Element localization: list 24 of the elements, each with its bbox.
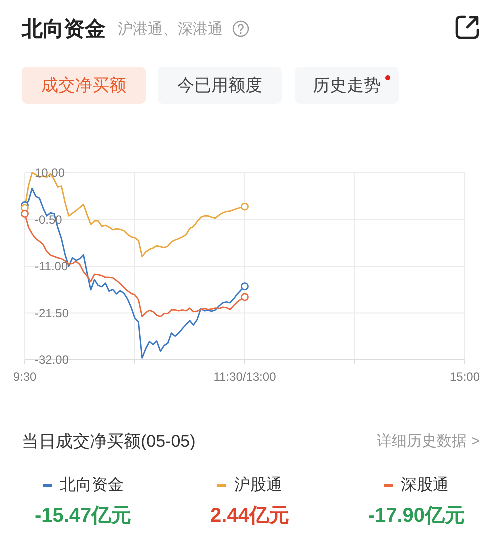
point [241,293,249,302]
legend-label: 沪股通 [234,476,282,496]
text: -15.47亿元 [34,504,132,529]
point [241,282,249,290]
text: 成交净买额 [42,75,126,97]
y-tick-label: -21.50 [35,306,70,320]
text: -17.90亿元 [368,504,466,529]
text: 今已用额度 [178,75,262,97]
y-tick-label: -11.00 [35,260,68,274]
legend-label: 深股通 [401,476,450,496]
y-tick-label: -32.00 [35,353,70,367]
text: 历史走势 [313,75,381,97]
x-tick-label: 9:30 [13,370,37,384]
legend-label: 北向资金 [60,476,124,496]
x-tick-label: 15:00 [450,370,480,384]
chart-subtitle: 沪港通、深港通 [118,20,223,38]
x-tick-label: 11:30/13:00 [214,370,277,384]
text: 2.44亿元 [210,504,290,529]
chart-title: 北向资金 [22,17,106,43]
y-tick-label: 10.00 [35,166,66,180]
text: 详细历史数据 > [377,432,480,451]
point [241,202,249,211]
text: 当日成交净买额(05-05) [22,431,196,453]
point [21,210,29,218]
